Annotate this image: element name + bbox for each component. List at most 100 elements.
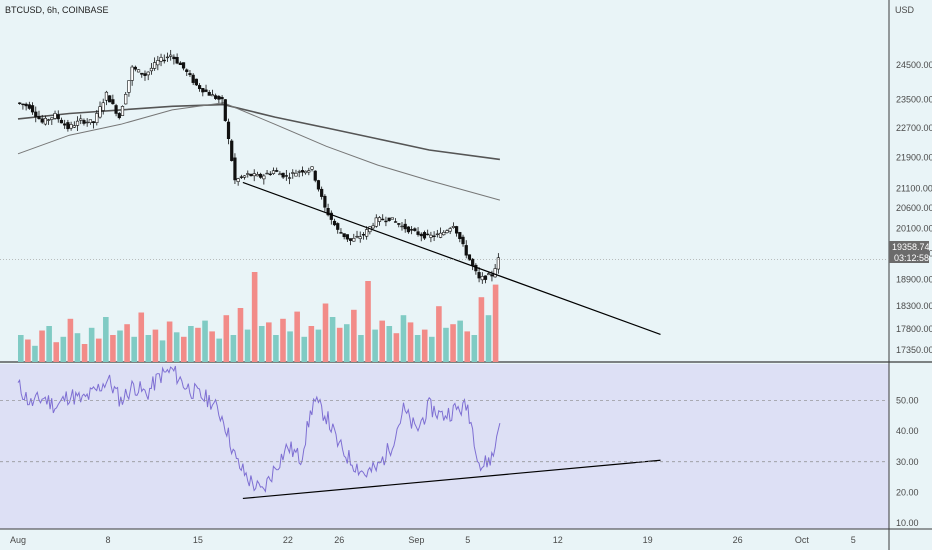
candle-body (153, 62, 157, 69)
candle-body (332, 220, 337, 226)
candle-body (249, 173, 253, 177)
candle-body (355, 235, 359, 238)
volume-bar (74, 333, 81, 362)
volume-bar (351, 309, 357, 362)
rsi-axis: 50.00 40.00 30.00 20.00 10.00 (0, 396, 919, 528)
moving-average-line (17, 102, 501, 201)
volume-bar (457, 320, 463, 362)
volume-bar (251, 272, 258, 362)
candle-body (43, 117, 47, 125)
volume-bar (53, 342, 60, 362)
candle-body (104, 91, 109, 101)
volume-bar (188, 326, 194, 362)
candle-body (188, 73, 192, 76)
volume-bar (230, 335, 237, 362)
candle-body (419, 233, 423, 237)
price-tick-label: 17800.00 (896, 324, 932, 334)
volume-bar (117, 330, 123, 362)
time-tick-label: Sep (408, 535, 424, 545)
candle-body (127, 80, 131, 93)
candle-body (291, 172, 295, 174)
volume-bar (301, 336, 308, 362)
candle-body (136, 69, 141, 73)
candle-body (268, 173, 272, 176)
volume-bar (436, 306, 442, 362)
candle-body (432, 235, 436, 237)
candle-body (69, 124, 73, 129)
candle-body (175, 57, 179, 64)
price-tick-label: 18900.00 (896, 274, 932, 284)
candle-body (445, 230, 449, 234)
last-price-value: 19358.74 (892, 242, 930, 252)
volume-bar (429, 336, 435, 362)
rsi-line (17, 365, 501, 493)
time-tick-label: 5 (465, 535, 470, 545)
candle-body (140, 72, 144, 75)
volume-bar (81, 344, 88, 362)
rsi-trendline (242, 459, 661, 500)
candle-body (220, 97, 224, 100)
time-tick-label: 12 (553, 535, 563, 545)
candle-body (400, 225, 404, 228)
volume-bar (124, 324, 130, 362)
candle-body (194, 78, 198, 86)
candle-body (483, 275, 488, 280)
candle-body (95, 113, 99, 123)
candle-body (339, 232, 343, 234)
volume-bar (329, 317, 336, 362)
candle-body (111, 99, 115, 105)
candle-body (30, 105, 35, 113)
time-tick-label: 22 (283, 535, 293, 545)
candle-body (242, 175, 247, 178)
volume-bar (322, 303, 329, 362)
chart-title: BTCUSD, 6h, COINBASE (5, 5, 109, 15)
candle-body (384, 220, 388, 223)
volume-bar (414, 335, 421, 362)
candle-body (172, 56, 176, 60)
candle-body (63, 123, 67, 126)
candle-body (345, 234, 349, 240)
time-tick-label: 19 (643, 535, 653, 545)
price-tick-label: 18300.00 (896, 301, 932, 311)
candle-body (56, 114, 60, 120)
candle-body (307, 170, 311, 173)
candle-body (210, 94, 215, 97)
candle-layer (18, 49, 500, 284)
candle-body (239, 176, 243, 178)
candle-body (72, 125, 76, 128)
candle-body (281, 172, 285, 178)
candle-body (246, 173, 250, 175)
candle-body (323, 195, 327, 208)
candle-body (393, 221, 398, 223)
candle-body (165, 56, 170, 59)
candle-body (406, 226, 411, 233)
volume-bar (60, 336, 67, 362)
candle-body (162, 59, 166, 62)
candle-body (259, 173, 263, 178)
volume-bar (450, 324, 456, 362)
candle-body (304, 170, 308, 174)
volume-bar (244, 329, 251, 362)
candle-body (265, 172, 269, 175)
candle-body (21, 103, 25, 106)
volume-bar (315, 329, 322, 362)
price-tick-label: 20600.00 (896, 203, 932, 213)
candle-body (426, 233, 430, 236)
volume-bar (180, 336, 187, 362)
candle-body (361, 234, 366, 236)
volume-bar (46, 326, 52, 362)
volume-bar (202, 320, 208, 362)
candle-body (252, 173, 256, 177)
candle-body (146, 71, 150, 76)
volume-bar (485, 315, 492, 362)
volume-bar (294, 311, 300, 362)
candle-body (316, 180, 321, 190)
time-tick-label: 15 (193, 535, 203, 545)
candle-body (448, 228, 452, 232)
candle-body (101, 102, 105, 111)
candle-body (490, 274, 494, 277)
time-tick-label: Aug (10, 535, 26, 545)
candle-body (416, 231, 420, 235)
currency-label: USD (895, 5, 915, 15)
volume-bar (131, 336, 137, 362)
